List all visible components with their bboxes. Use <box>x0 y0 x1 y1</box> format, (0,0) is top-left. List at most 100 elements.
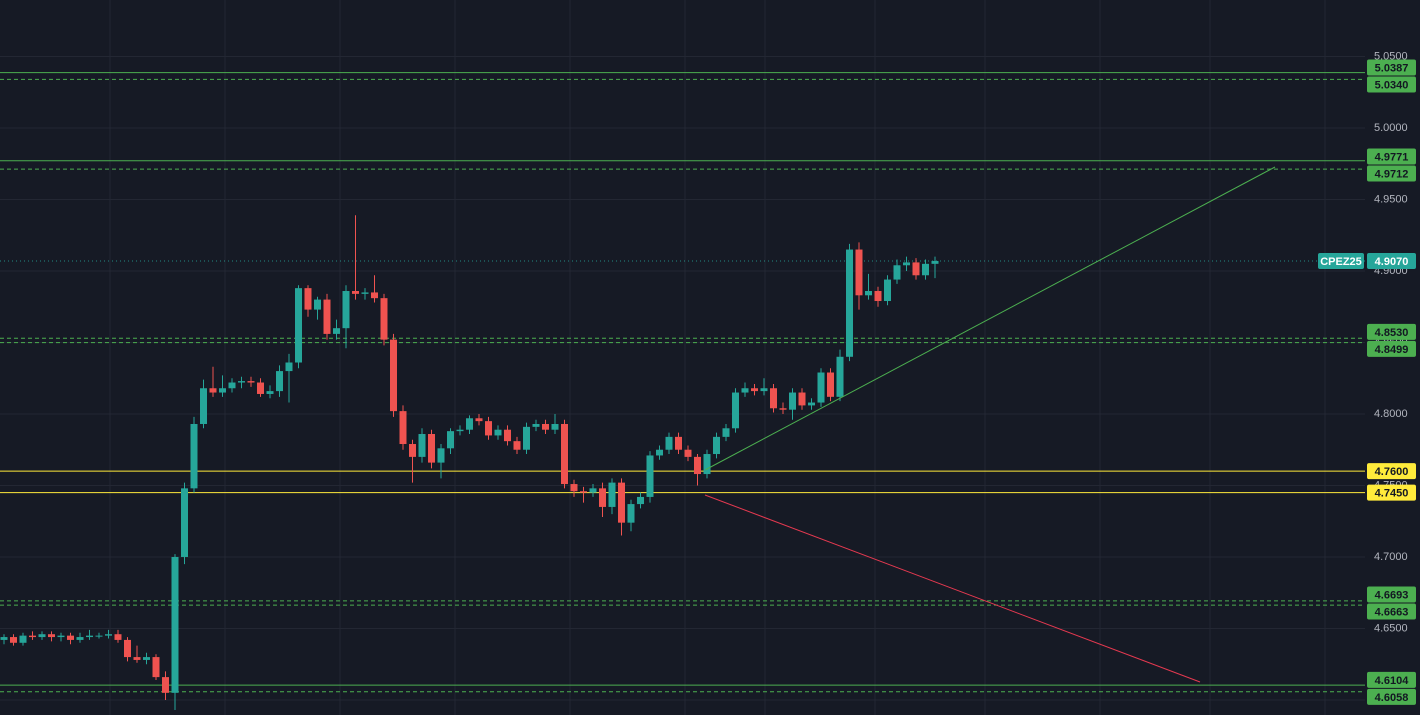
candle-body <box>333 328 340 334</box>
level-label: 4.7450 <box>1375 488 1409 500</box>
candle-body <box>713 436 720 455</box>
candle-body <box>437 448 445 463</box>
candle-body <box>855 249 863 296</box>
level-label-box <box>1367 586 1416 603</box>
candle-body <box>608 482 616 507</box>
candle-body <box>285 362 293 372</box>
candle-body <box>542 423 549 430</box>
level-label-box <box>1367 671 1416 688</box>
candle-body <box>523 426 530 450</box>
trend-line-down <box>704 494 1201 683</box>
level-label-box <box>1367 323 1416 340</box>
candle-body <box>656 449 663 456</box>
last-price-label: 4.9070 <box>1375 256 1409 268</box>
candle-body <box>703 454 711 475</box>
candle-body <box>732 392 739 429</box>
candle-body <box>409 444 416 457</box>
level-label-box <box>1367 688 1416 705</box>
candle-body <box>95 635 103 637</box>
candle-body <box>266 391 274 394</box>
candle-body <box>209 388 217 393</box>
candle-body <box>86 635 93 638</box>
candle-body <box>76 637 84 640</box>
level-label-box <box>1367 148 1416 165</box>
level-label: 4.7600 <box>1375 466 1409 478</box>
candle-body <box>599 488 606 507</box>
candle-body <box>865 291 872 296</box>
candle-body <box>247 381 255 383</box>
candle-body <box>323 299 331 334</box>
candle-body <box>618 482 625 523</box>
candle-body <box>276 371 283 392</box>
candle-body <box>48 634 55 638</box>
candle-body <box>846 249 853 357</box>
candle-body <box>57 635 65 638</box>
candle-body <box>903 262 910 266</box>
y-tick-label: 4.8000 <box>1374 408 1408 420</box>
candle-body <box>390 339 397 412</box>
candle-body <box>0 637 8 640</box>
candle-body <box>219 388 226 393</box>
candle-body <box>152 657 160 678</box>
candle-body <box>770 388 777 409</box>
y-tick-label: 5.0500 <box>1374 50 1408 62</box>
candle-body <box>19 635 27 643</box>
candle-body <box>751 388 758 392</box>
y-tick-label: 4.6500 <box>1374 622 1408 634</box>
candle-body <box>912 262 920 276</box>
level-label-box <box>1367 603 1416 620</box>
candles <box>0 215 939 710</box>
candle-body <box>10 637 17 643</box>
candle-body <box>295 288 302 363</box>
candle-body <box>665 436 673 450</box>
level-label-box <box>1367 463 1416 480</box>
last-price-box <box>1367 252 1416 269</box>
level-label: 4.6058 <box>1375 692 1409 704</box>
candle-body <box>257 382 264 394</box>
candle-body <box>38 634 46 638</box>
candle-body <box>561 423 568 485</box>
price-labels: 5.0387 5.0340 4.9771 4.9712 4.8530 4.8499 4.76… <box>1318 59 1416 705</box>
candle-body <box>447 431 454 449</box>
symbol-label-box <box>1318 252 1364 269</box>
candle-body <box>675 436 682 450</box>
candle-body <box>551 423 559 430</box>
level-label-box <box>1367 484 1416 501</box>
candle-body <box>181 488 188 557</box>
candle-body <box>475 418 483 422</box>
candle-body <box>418 434 426 457</box>
candle-body <box>798 392 806 406</box>
candle-body <box>352 291 359 294</box>
y-tick-label: 4.9500 <box>1374 193 1408 205</box>
candle-body <box>836 356 844 397</box>
candle-body <box>532 423 540 427</box>
y-tick-label: 5.0000 <box>1374 122 1408 134</box>
candle-body <box>779 408 787 410</box>
candle-body <box>694 456 701 475</box>
candle-body <box>789 392 796 410</box>
candle-body <box>504 429 511 442</box>
candle-body <box>228 382 236 389</box>
candle-body <box>29 635 36 638</box>
candle-body <box>105 634 112 636</box>
candle-body <box>570 484 578 492</box>
candle-body <box>133 657 141 660</box>
candle-body <box>380 298 388 340</box>
candle-body <box>874 291 882 302</box>
candle-body <box>760 388 768 392</box>
candle-body <box>162 677 169 693</box>
y-tick-label: 4.7000 <box>1374 551 1408 563</box>
level-label: 4.6693 <box>1375 589 1409 601</box>
candle-body <box>808 402 815 406</box>
candle-body <box>371 292 378 299</box>
candle-body <box>171 556 179 693</box>
candle-body <box>67 635 74 640</box>
level-label-box <box>1367 165 1416 182</box>
candle-body <box>114 634 122 640</box>
level-label: 4.6104 <box>1375 675 1410 687</box>
symbol-label: CPEZ25 <box>1320 256 1362 268</box>
level-label: 4.9712 <box>1375 168 1409 180</box>
